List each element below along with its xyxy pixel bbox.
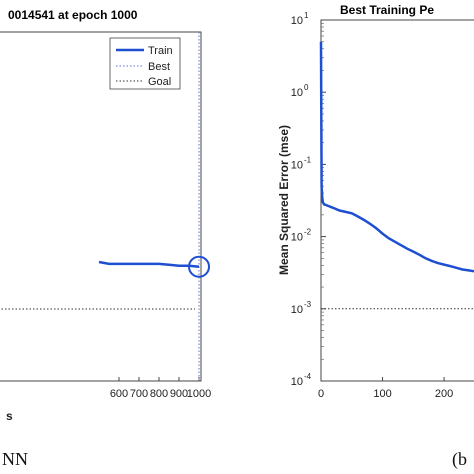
right-y-tick-exponent: -1 bbox=[304, 155, 312, 164]
right-x-tick-label: 0 bbox=[318, 388, 324, 400]
right-plot-frame bbox=[320, 19, 474, 382]
right-y-tick-label: 10 bbox=[291, 159, 303, 171]
right-y-tick-label: 10 bbox=[291, 87, 303, 99]
legend-train-label: Train bbox=[148, 45, 173, 57]
right-y-tick-exponent: -4 bbox=[304, 372, 312, 381]
legend-goal-label: Goal bbox=[148, 76, 171, 88]
right-panel-caption: (b bbox=[452, 449, 467, 470]
legend-best-label: Best bbox=[148, 61, 170, 73]
left-x-tick-label: 1000 bbox=[187, 388, 211, 400]
right-y-tick-exponent: 1 bbox=[304, 11, 309, 20]
left-legend: Train Best Goal bbox=[109, 37, 181, 90]
left-x-tick-label: 900 bbox=[170, 388, 188, 400]
left-x-tick-label: 800 bbox=[150, 388, 168, 400]
right-y-tick-exponent: 0 bbox=[304, 83, 309, 92]
right-y-tick-label: 10 bbox=[291, 376, 303, 388]
right-x-ticks: 0 100 200 bbox=[318, 377, 453, 400]
right-train-series-line bbox=[319, 41, 474, 273]
right-y-tick-label: 10 bbox=[291, 304, 303, 316]
left-chart-title: 0014541 at epoch 1000 bbox=[8, 8, 138, 22]
right-y-tick-exponent: -2 bbox=[304, 228, 312, 237]
right-y-tick-label: 10 bbox=[291, 232, 303, 244]
right-chart-title: Best Training Pe bbox=[340, 3, 434, 17]
left-plot-frame bbox=[0, 31, 202, 382]
right-y-axis-label: Mean Squared Error (mse) bbox=[277, 125, 291, 275]
right-x-tick-label: 100 bbox=[373, 388, 391, 400]
left-best-marker bbox=[188, 255, 210, 278]
right-y-tick-exponent: -3 bbox=[304, 300, 312, 309]
left-legend-box bbox=[109, 37, 181, 90]
left-x-tick-label: 700 bbox=[130, 388, 148, 400]
left-panel-caption: NN bbox=[2, 449, 28, 469]
left-x-tick-label: 600 bbox=[110, 388, 128, 400]
right-y-tick-label: 10 bbox=[291, 15, 303, 27]
left-train-series-line bbox=[98, 260, 200, 268]
right-x-tick-label: 200 bbox=[435, 388, 453, 400]
left-x-axis-label: s bbox=[6, 409, 13, 423]
